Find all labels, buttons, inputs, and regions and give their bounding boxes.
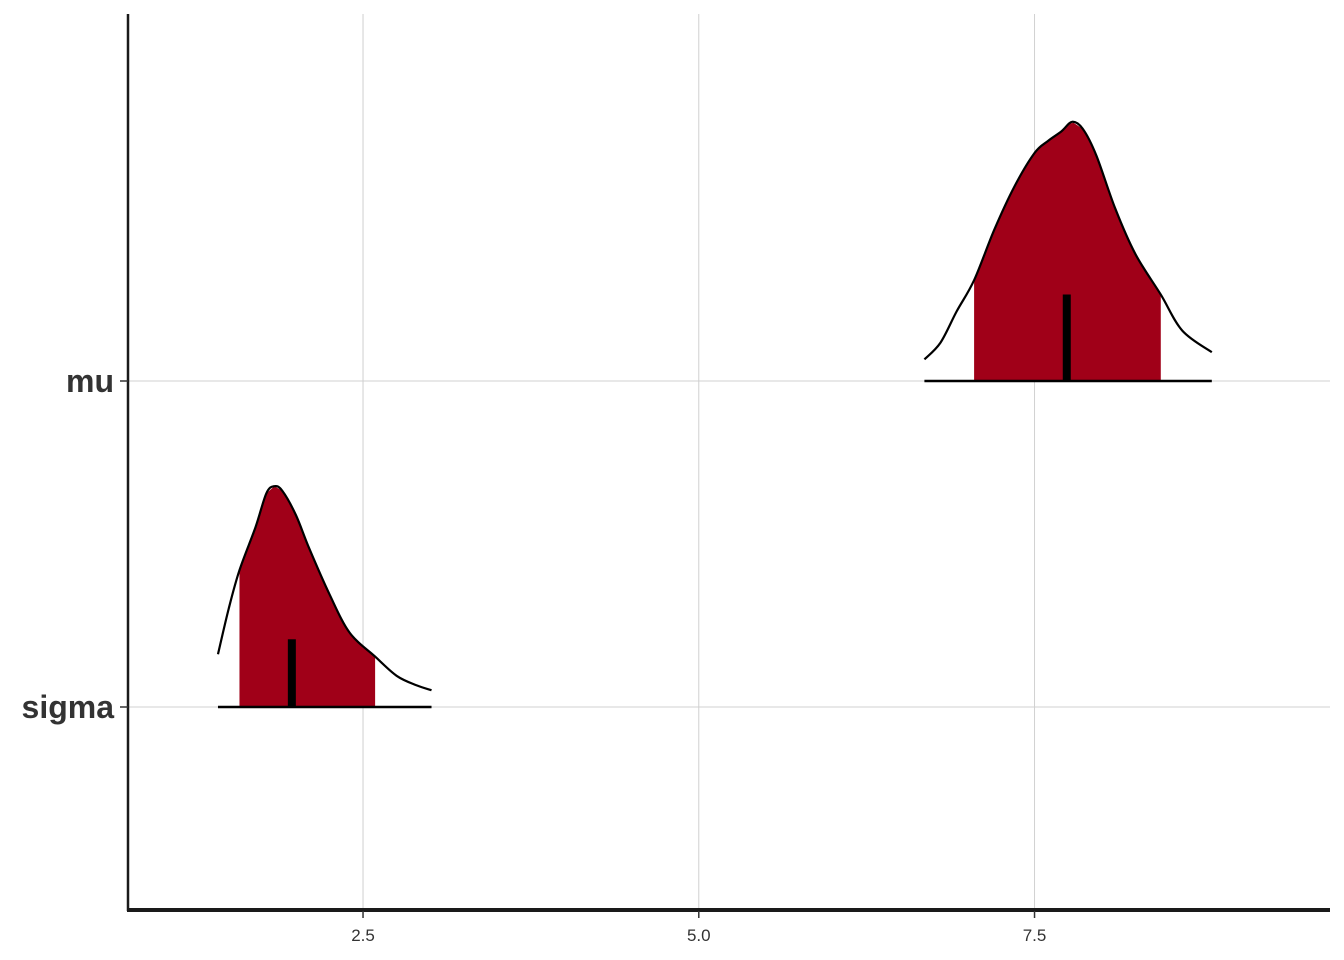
x-axis-ticks: 2.5 5.0 7.5 — [351, 911, 1046, 945]
interval-area-mu — [974, 122, 1161, 381]
x-tick-label: 7.5 — [1023, 926, 1047, 945]
density-curve-sigma — [216, 484, 432, 692]
x-tick-label: 5.0 — [687, 926, 711, 945]
y-axis-ticks: mu sigma — [22, 363, 128, 725]
density-series — [216, 120, 1213, 709]
y-tick-label-sigma: sigma — [22, 689, 115, 725]
axes — [126, 14, 1330, 912]
density-curve-mu — [923, 120, 1213, 361]
series-mu — [923, 120, 1213, 383]
x-tick-label: 2.5 — [351, 926, 375, 945]
y-tick-label-mu: mu — [66, 363, 114, 399]
median-marker-mu — [1062, 294, 1071, 381]
median-marker-sigma — [287, 639, 296, 707]
series-sigma — [216, 484, 432, 709]
interval-area-sigma — [239, 486, 376, 707]
grid-lines — [128, 14, 1330, 910]
